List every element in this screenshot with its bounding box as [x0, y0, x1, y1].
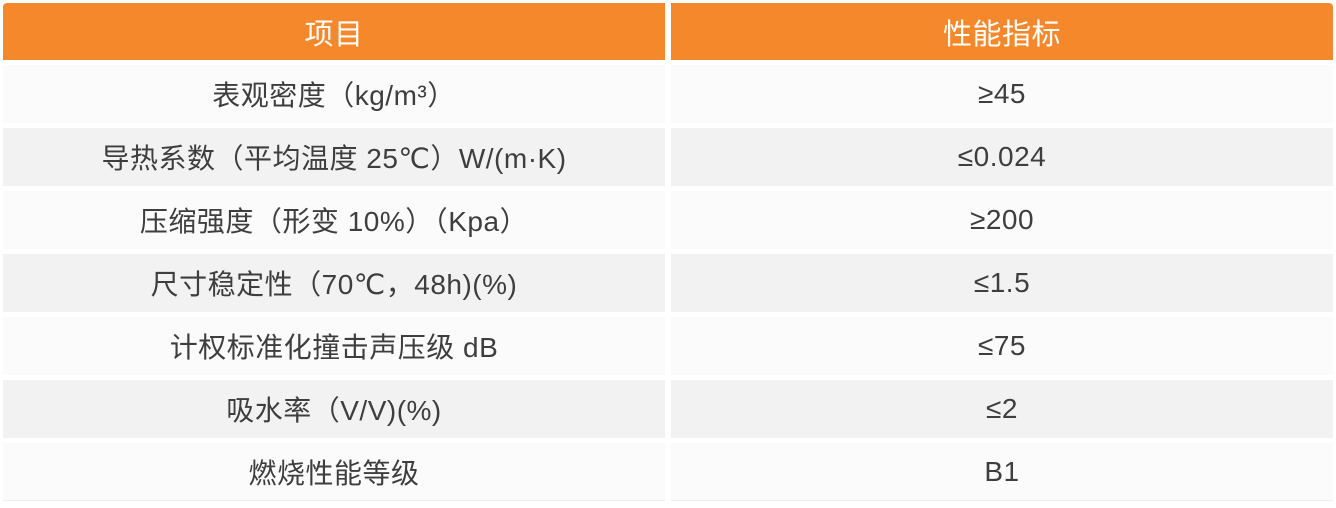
item-cell: 吸水率（V/V)(%): [3, 380, 665, 438]
value-cell: ≤2: [671, 380, 1333, 438]
value-cell: ≤75: [671, 317, 1333, 375]
table-row: 表观密度（kg/m³） ≥45: [3, 65, 1333, 123]
table-header-row: 项目 性能指标: [3, 3, 1333, 60]
value-cell: ≤0.024: [671, 128, 1333, 186]
item-cell: 导热系数（平均温度 25℃）W/(m·K): [3, 128, 665, 186]
table-row: 吸水率（V/V)(%) ≤2: [3, 380, 1333, 438]
table-row: 导热系数（平均温度 25℃）W/(m·K) ≤0.024: [3, 128, 1333, 186]
header-cell-value: 性能指标: [671, 3, 1333, 60]
item-cell: 燃烧性能等级: [3, 443, 665, 501]
item-cell: 尺寸稳定性（70℃，48h)(%): [3, 254, 665, 312]
table-row: 燃烧性能等级 B1: [3, 443, 1333, 501]
header-cell-item: 项目: [3, 3, 665, 60]
item-cell: 表观密度（kg/m³）: [3, 65, 665, 123]
value-cell: ≥200: [671, 191, 1333, 249]
table-row: 尺寸稳定性（70℃，48h)(%) ≤1.5: [3, 254, 1333, 312]
table-row: 压缩强度（形变 10%）（Kpa） ≥200: [3, 191, 1333, 249]
value-cell: ≤1.5: [671, 254, 1333, 312]
item-cell: 压缩强度（形变 10%）（Kpa）: [3, 191, 665, 249]
value-cell: B1: [671, 443, 1333, 501]
value-cell: ≥45: [671, 65, 1333, 123]
table-row: 计权标准化撞击声压级 dB ≤75: [3, 317, 1333, 375]
item-cell: 计权标准化撞击声压级 dB: [3, 317, 665, 375]
